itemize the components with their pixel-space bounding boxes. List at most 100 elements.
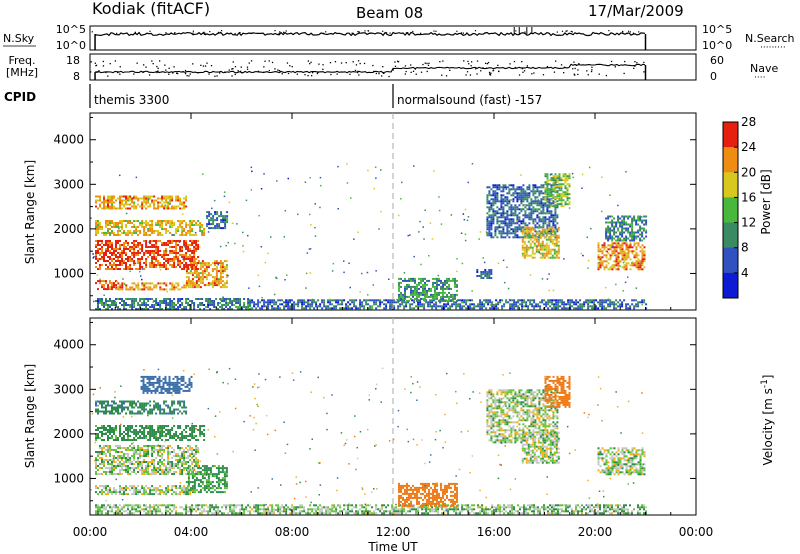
range-gate-cell (127, 453, 129, 455)
range-gate-cell (385, 299, 388, 302)
range-gate-cell (139, 232, 142, 234)
range-gate-cell (145, 240, 148, 242)
range-gate-cell (183, 286, 186, 289)
range-gate-cell (185, 240, 188, 242)
range-gate-cell (522, 188, 525, 191)
range-gate-cell (215, 481, 218, 484)
range-gate-cell (139, 205, 142, 208)
range-gate-cell (113, 234, 115, 236)
range-gate-cell (410, 293, 412, 296)
range-gate-cell (484, 273, 487, 275)
range-gate-cell (558, 183, 561, 186)
range-gate-cell (133, 242, 136, 244)
range-gate-cell (155, 258, 158, 260)
range-gate-cell (187, 475, 190, 478)
range-gate-cell (539, 232, 542, 235)
range-gate-cell (115, 222, 117, 224)
range-gate-cell (139, 491, 142, 494)
range-gate-cell (189, 220, 192, 222)
range-gate-cell (107, 461, 109, 463)
range-gate-cell (514, 190, 517, 193)
range-gate-cell (121, 459, 123, 461)
range-gate-cell (107, 256, 109, 258)
range-gate-cell (208, 223, 211, 226)
range-gate-cell (421, 305, 424, 308)
range-gate-cell (428, 279, 430, 282)
range-gate-cell (617, 256, 620, 259)
range-gate-cell (432, 277, 434, 280)
range-gate-cell (403, 307, 406, 310)
range-gate-cell (526, 192, 529, 195)
nave-point (634, 65, 636, 67)
range-gate-cell (432, 293, 434, 296)
range-gate-cell (558, 199, 561, 202)
range-gate-cell (514, 230, 517, 233)
scatter-point (225, 244, 227, 247)
range-gate-cell (187, 280, 190, 283)
range-gate-cell (155, 252, 158, 254)
range-gate-cell (543, 256, 546, 259)
range-gate-cell (560, 185, 563, 188)
range-gate-cell (615, 250, 618, 253)
scatter-point (624, 281, 627, 284)
range-gate-cell (442, 287, 444, 290)
range-gate-cell (541, 299, 544, 302)
range-gate-cell (195, 272, 198, 275)
range-gate-cell (463, 305, 466, 308)
range-gate-cell (183, 260, 186, 262)
range-gate-cell (424, 293, 426, 296)
range-gate-cell (621, 256, 624, 259)
range-gate-cell (105, 282, 107, 285)
range-gate-cell (179, 197, 182, 200)
range-gate-cell (523, 299, 526, 302)
range-gate-cell (185, 226, 188, 228)
range-gate-cell (131, 252, 134, 254)
range-gate-cell (599, 266, 602, 269)
range-gate-cell (99, 248, 101, 250)
range-gate-cell (479, 303, 482, 306)
range-gate-cell (233, 300, 236, 302)
range-gate-cell (508, 206, 511, 209)
nave-point (322, 68, 324, 70)
range-gate-cell (137, 230, 140, 232)
nave-point (397, 60, 399, 62)
range-gate-cell (135, 220, 138, 222)
range-gate-cell (133, 463, 136, 465)
range-gate-cell (538, 186, 541, 189)
range-gate-cell (494, 210, 497, 213)
range-gate-cell (629, 264, 632, 267)
range-gate-cell (621, 252, 624, 255)
range-gate-cell (500, 226, 503, 229)
range-gate-cell (504, 200, 507, 203)
range-gate-cell (99, 453, 101, 455)
range-gate-cell (179, 288, 182, 291)
range-gate-cell (534, 202, 537, 205)
range-gate-cell (637, 231, 640, 234)
range-gate-cell (540, 218, 543, 221)
range-gate-cell (486, 277, 489, 279)
range-gate-cell (533, 238, 536, 241)
range-gate-cell (554, 201, 557, 204)
scatter-point (245, 199, 248, 202)
range-gate-cell (442, 299, 444, 302)
range-gate-cell (103, 256, 105, 258)
range-gate-cell (165, 304, 168, 306)
range-gate-cell (111, 201, 113, 204)
range-gate-cell (215, 276, 218, 279)
range-gate-cell (165, 487, 168, 490)
range-gate-cell (99, 226, 101, 228)
range-gate-cell (448, 279, 450, 282)
range-gate-cell (465, 303, 468, 306)
range-gate-cell (137, 445, 140, 447)
scatter-point (314, 235, 317, 237)
range-gate-cell (175, 286, 178, 289)
range-gate-cell (220, 227, 223, 230)
range-gate-cell (143, 491, 146, 494)
range-gate-cell (454, 277, 456, 280)
range-gate-cell (181, 248, 184, 250)
range-gate-cell (113, 232, 115, 234)
scatter-point (534, 220, 536, 223)
range-gate-cell (101, 232, 103, 234)
range-gate-cell (546, 201, 549, 204)
